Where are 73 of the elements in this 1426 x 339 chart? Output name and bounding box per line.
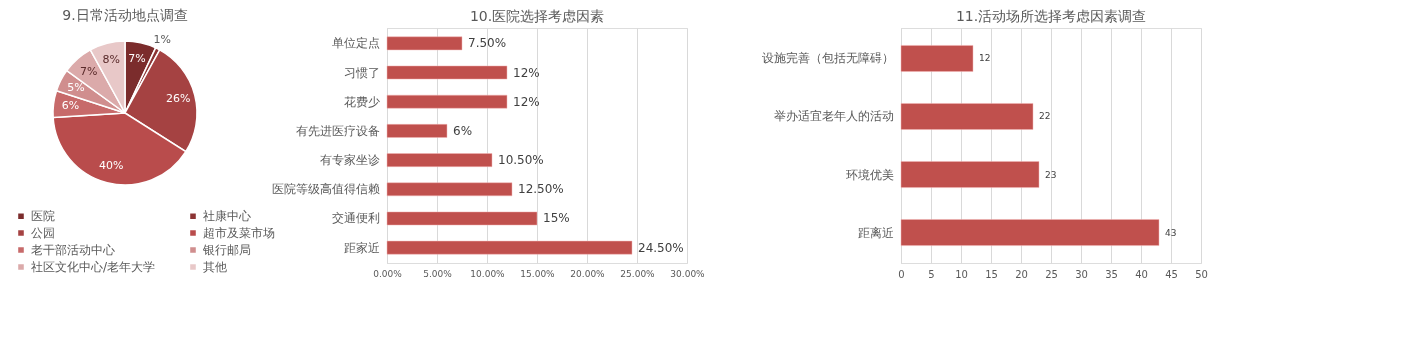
data-label: 7% xyxy=(128,52,146,66)
x-tick-label: 35 xyxy=(1105,268,1118,280)
bar xyxy=(386,153,493,167)
data-label: 23 xyxy=(1045,169,1057,180)
bar xyxy=(900,103,1034,130)
data-label: 43 xyxy=(1165,227,1177,238)
data-label: 8% xyxy=(102,52,121,66)
y-tick-label: 举办适宜老年人的活动 xyxy=(773,109,894,124)
x-tick-label: 45 xyxy=(1165,268,1178,280)
x-tick-label: 20.00% xyxy=(570,268,606,279)
y-tick-label: 环境优美 xyxy=(845,167,894,182)
chart-title: 11.活动场所选择考虑因素调查 xyxy=(955,8,1147,24)
x-tick-label: 5 xyxy=(928,268,935,280)
data-label: 24.50% xyxy=(638,240,684,255)
y-tick-label: 有专家坐诊 xyxy=(319,153,380,168)
data-label: 12 xyxy=(979,53,991,64)
bar xyxy=(900,45,974,72)
chart-title: 10.医院选择考虑因素 xyxy=(469,8,605,24)
x-tick-label: 50 xyxy=(1195,268,1208,280)
bar xyxy=(386,65,508,80)
data-label: 6% xyxy=(453,123,473,138)
data-label: 22 xyxy=(1039,111,1051,122)
data-label: 1% xyxy=(153,32,171,46)
y-tick-label: 距离近 xyxy=(857,225,894,240)
legend-label: 超市及菜市场 xyxy=(203,226,275,240)
data-label: 26% xyxy=(166,92,191,106)
x-tick-label: 15 xyxy=(985,268,998,280)
legend-label: 老干部活动中心 xyxy=(31,243,115,257)
bar xyxy=(386,211,538,226)
x-tick-label: 15.00% xyxy=(520,268,556,279)
bar xyxy=(386,240,633,255)
data-label: 10.50% xyxy=(498,153,544,168)
x-tick-label: 25 xyxy=(1045,268,1058,280)
data-label: 5% xyxy=(67,81,85,95)
x-tick-label: 30 xyxy=(1075,268,1088,280)
x-tick-label: 25.00% xyxy=(620,268,656,279)
bar xyxy=(386,124,448,138)
x-tick-label: 5.00% xyxy=(423,268,453,279)
x-tick-label: 40 xyxy=(1135,268,1148,280)
data-label: 7% xyxy=(79,64,98,78)
chart-title: 9.日常活动地点调查 xyxy=(62,6,188,23)
x-tick-label: 30.00% xyxy=(670,268,706,279)
data-label: 6% xyxy=(61,99,80,113)
bar xyxy=(386,94,508,109)
bar xyxy=(900,219,1160,246)
x-tick-label: 20 xyxy=(1015,268,1028,280)
y-tick-label: 设施完善（包括无障碍） xyxy=(761,51,894,66)
data-label: 12% xyxy=(513,94,540,109)
legend-label: 社区文化中心/老年大学 xyxy=(31,260,156,274)
y-tick-label: 医院等级高值得信赖 xyxy=(271,182,380,197)
data-label: 40% xyxy=(99,159,124,173)
bar xyxy=(386,36,463,51)
legend-label: 公园 xyxy=(31,226,55,240)
bar xyxy=(900,161,1040,188)
legend-label: 社康中心 xyxy=(203,209,251,224)
data-label: 12.50% xyxy=(518,182,564,197)
y-tick-label: 距家近 xyxy=(343,240,380,255)
bar xyxy=(386,182,513,197)
data-label: 15% xyxy=(543,211,570,226)
y-tick-label: 花费少 xyxy=(343,94,380,109)
x-tick-label: 10.00% xyxy=(470,268,506,279)
x-tick-label: 10 xyxy=(955,268,968,280)
legend-label: 其他 xyxy=(203,260,227,274)
y-tick-label: 单位定点 xyxy=(331,36,380,51)
data-label: 7.50% xyxy=(468,36,507,51)
x-tick-label: 0.00% xyxy=(373,268,403,279)
legend-label: 银行邮局 xyxy=(202,243,251,257)
legend-label: 医院 xyxy=(31,209,55,224)
data-label: 12% xyxy=(513,65,540,80)
x-tick-label: 0 xyxy=(898,268,905,280)
y-tick-label: 交通便利 xyxy=(331,211,380,226)
y-tick-label: 习惯了 xyxy=(343,65,380,80)
y-tick-label: 有先进医疗设备 xyxy=(295,123,380,138)
